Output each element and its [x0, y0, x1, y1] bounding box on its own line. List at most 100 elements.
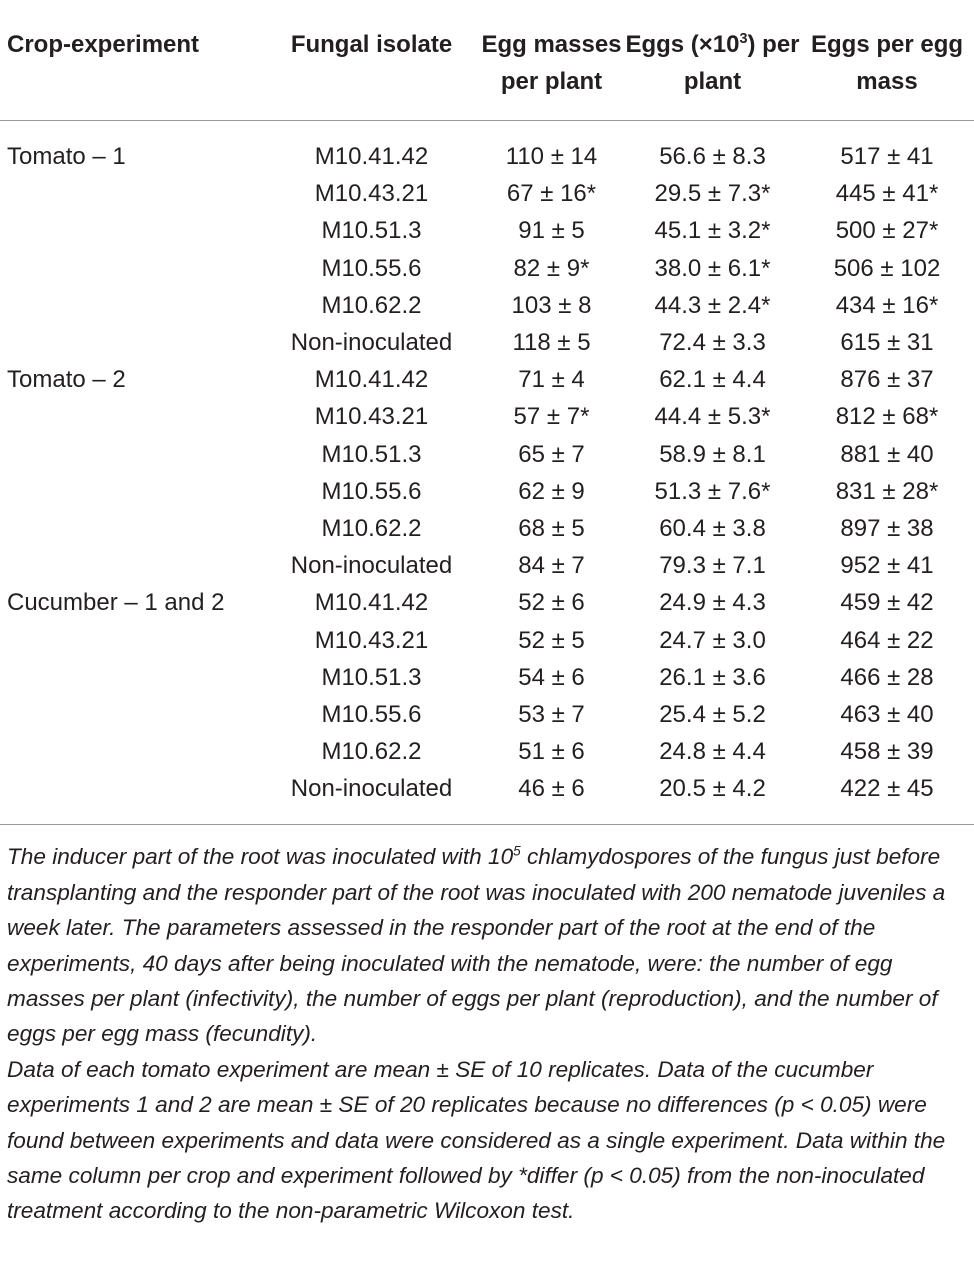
value-cell: 24.9 ± 4.3 — [659, 589, 766, 617]
value-cell: 53 ± 7 — [518, 700, 585, 728]
isolate-cell: M10.43.21 — [314, 626, 429, 654]
table-row: M10.51.3 91 ± 5 45.1 ± 3.2* 500 ± 27* — [0, 212, 974, 249]
table-body: Tomato – 1 M10.41.42 110 ± 14 56.6 ± 8.3 517… — [0, 121, 974, 825]
crop-cell — [0, 770, 265, 825]
column-header: Egg masses per plant — [478, 0, 625, 121]
value-cell: 67 ± 16* — [506, 180, 597, 208]
crop-cell — [0, 733, 265, 770]
value-cell: 82 ± 9* — [513, 254, 590, 282]
value-cell: 79.3 ± 7.1 — [659, 552, 766, 580]
value-cell: 60.4 ± 3.8 — [659, 514, 766, 542]
isolate-cell: M10.41.42 — [314, 589, 429, 617]
value-cell: 51.3 ± 7.6* — [654, 477, 771, 505]
value-cell: 52 ± 5 — [518, 626, 585, 654]
crop-cell — [0, 212, 265, 249]
value-cell: 71 ± 4 — [518, 366, 585, 394]
table-row: M10.43.21 52 ± 5 24.7 ± 3.0 464 ± 22 — [0, 621, 974, 658]
value-cell: 52 ± 6 — [518, 589, 585, 617]
isolate-cell: M10.41.42 — [314, 366, 429, 394]
isolate-cell: M10.55.6 — [321, 477, 422, 505]
value-cell: 615 ± 31 — [840, 329, 934, 357]
column-header: Eggs (×103) per plant — [625, 0, 800, 121]
isolate-cell: M10.51.3 — [321, 663, 422, 691]
value-cell: 44.4 ± 5.3* — [654, 403, 771, 431]
isolate-cell: Non-inoculated — [290, 552, 453, 580]
value-cell: 38.0 ± 6.1* — [654, 254, 771, 282]
column-header: Crop-experiment — [0, 0, 265, 121]
value-cell: 24.8 ± 4.4 — [659, 738, 766, 766]
table-row: M10.62.2 68 ± 5 60.4 ± 3.8 897 ± 38 — [0, 510, 974, 547]
value-cell: 466 ± 28 — [840, 663, 934, 691]
table-row: M10.55.6 62 ± 9 51.3 ± 7.6* 831 ± 28* — [0, 473, 974, 510]
crop-cell — [0, 510, 265, 547]
header-text: ) per plant — [683, 31, 800, 95]
crop-cell: Tomato – 2 — [7, 366, 126, 394]
value-cell: 463 ± 40 — [840, 700, 934, 728]
value-cell: 29.5 ± 7.3* — [654, 180, 771, 208]
value-cell: 54 ± 6 — [518, 663, 585, 691]
crop-cell — [0, 250, 265, 287]
column-header: Fungal isolate — [265, 0, 478, 121]
value-cell: 72.4 ± 3.3 — [659, 329, 766, 357]
isolate-cell: M10.41.42 — [314, 143, 429, 171]
value-cell: 44.3 ± 2.4* — [654, 291, 771, 319]
value-cell: 506 ± 102 — [833, 254, 941, 282]
footnote-text: The inducer part of the root was inocula… — [7, 844, 514, 870]
value-cell: 445 ± 41* — [835, 180, 939, 208]
column-header: Eggs per egg mass — [800, 0, 974, 121]
isolate-cell: Non-inoculated — [290, 329, 453, 357]
value-cell: 434 ± 16* — [835, 291, 939, 319]
isolate-cell: M10.51.3 — [321, 217, 422, 245]
value-cell: 831 ± 28* — [835, 477, 939, 505]
value-cell: 422 ± 45 — [840, 775, 934, 803]
value-cell: 464 ± 22 — [840, 626, 934, 654]
value-cell: 68 ± 5 — [518, 514, 585, 542]
value-cell: 20.5 ± 4.2 — [659, 775, 766, 803]
table-row: Tomato – 1 M10.41.42 110 ± 14 56.6 ± 8.3 517… — [0, 121, 974, 176]
table-row: Non-inoculated 118 ± 5 72.4 ± 3.3 615 ± 31 — [0, 324, 974, 361]
isolate-cell: M10.62.2 — [321, 514, 422, 542]
footnotes: The inducer part of the root was inocula… — [0, 825, 974, 1228]
crop-cell — [0, 659, 265, 696]
table-row: M10.55.6 82 ± 9* 38.0 ± 6.1* 506 ± 102 — [0, 250, 974, 287]
isolate-cell: M10.55.6 — [321, 700, 422, 728]
footnote: Data of each tomato experiment are mean … — [7, 1056, 946, 1224]
table-row: M10.62.2 51 ± 6 24.8 ± 4.4 458 ± 39 — [0, 733, 974, 770]
value-cell: 881 ± 40 — [840, 440, 934, 468]
isolate-cell: M10.62.2 — [321, 738, 422, 766]
value-cell: 458 ± 39 — [840, 738, 934, 766]
value-cell: 24.7 ± 3.0 — [659, 626, 766, 654]
table-row: M10.55.6 53 ± 7 25.4 ± 5.2 463 ± 40 — [0, 696, 974, 733]
footnote: The inducer part of the root was inocula… — [7, 839, 967, 1051]
crop-cell — [0, 287, 265, 324]
table-row: Cucumber – 1 and 2 M10.41.42 52 ± 6 24.9 ± … — [0, 584, 974, 621]
table-row: M10.62.2 103 ± 8 44.3 ± 2.4* 434 ± 16* — [0, 287, 974, 324]
value-cell: 62.1 ± 4.4 — [659, 366, 766, 394]
crop-cell — [0, 175, 265, 212]
value-cell: 91 ± 5 — [518, 217, 585, 245]
value-cell: 65 ± 7 — [518, 440, 585, 468]
header-text-superscript: 3 — [739, 31, 748, 47]
value-cell: 58.9 ± 8.1 — [659, 440, 766, 468]
crop-cell — [0, 436, 265, 473]
crop-cell — [0, 398, 265, 435]
value-cell: 57 ± 7* — [513, 403, 590, 431]
value-cell: 952 ± 41 — [840, 552, 934, 580]
value-cell: 459 ± 42 — [840, 589, 934, 617]
value-cell: 517 ± 41 — [840, 143, 934, 171]
table-row: M10.43.21 67 ± 16* 29.5 ± 7.3* 445 ± 41* — [0, 175, 974, 212]
value-cell: 51 ± 6 — [518, 738, 585, 766]
isolate-cell: Non-inoculated — [290, 775, 453, 803]
value-cell: 26.1 ± 3.6 — [659, 663, 766, 691]
isolate-cell: M10.55.6 — [321, 254, 422, 282]
table-row: M10.51.3 65 ± 7 58.9 ± 8.1 881 ± 40 — [0, 436, 974, 473]
value-cell: 45.1 ± 3.2* — [654, 217, 771, 245]
table-row: Non-inoculated 84 ± 7 79.3 ± 7.1 952 ± 41 — [0, 547, 974, 584]
isolate-cell: M10.43.21 — [314, 403, 429, 431]
crop-cell: Tomato – 1 — [7, 143, 126, 171]
table-row: M10.51.3 54 ± 6 26.1 ± 3.6 466 ± 28 — [0, 659, 974, 696]
crop-cell — [0, 696, 265, 733]
value-cell: 812 ± 68* — [835, 403, 939, 431]
data-table: Crop-experiment Fungal isolate Egg masses … — [0, 0, 974, 825]
